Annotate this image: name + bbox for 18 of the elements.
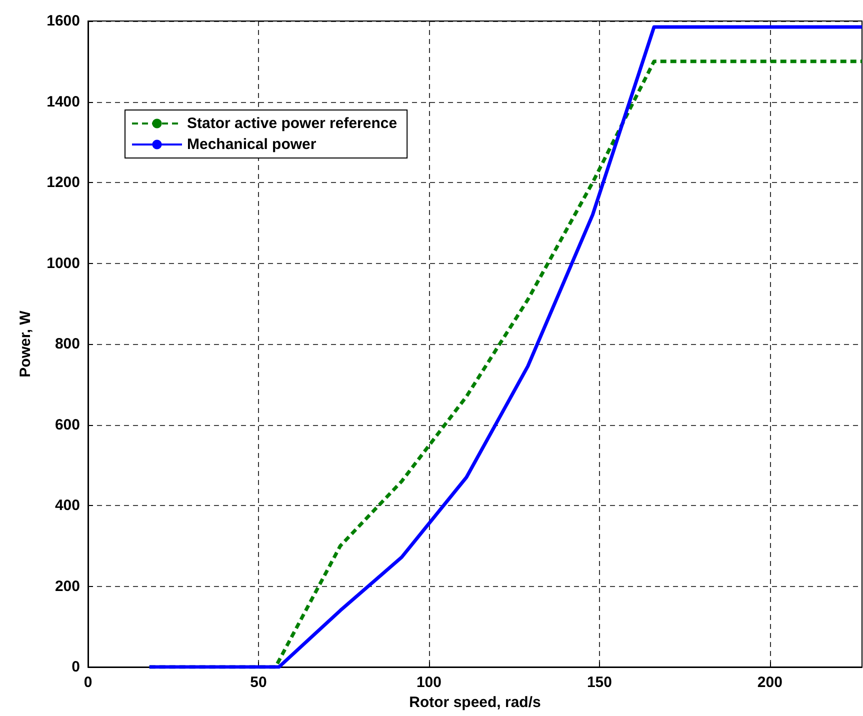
y-tick-label: 200 [54,578,80,595]
y-tick-label: 600 [54,416,80,434]
legend-label: Mechanical power [187,136,316,153]
y-tick-label: 400 [54,497,80,514]
x-tick-label: 150 [586,674,612,691]
y-tick-label: 800 [54,336,80,352]
legend-label: Stator active power reference [187,115,398,132]
x-tick-label: 0 [84,674,92,691]
x-tick-label: 100 [416,674,442,691]
x-tick-label: 200 [757,674,782,691]
y-tick-label: 1200 [46,174,80,191]
x-axis-title: Rotor speed, rad/s [409,694,541,711]
y-tick-label: 0 [72,658,80,676]
y-tick-label: 1600 [46,12,80,30]
y-tick-label: 1400 [46,93,80,110]
y-axis-title: Power, W [17,310,34,378]
y-tick-label: 1000 [46,254,80,272]
x-tick-label: 50 [250,674,267,691]
